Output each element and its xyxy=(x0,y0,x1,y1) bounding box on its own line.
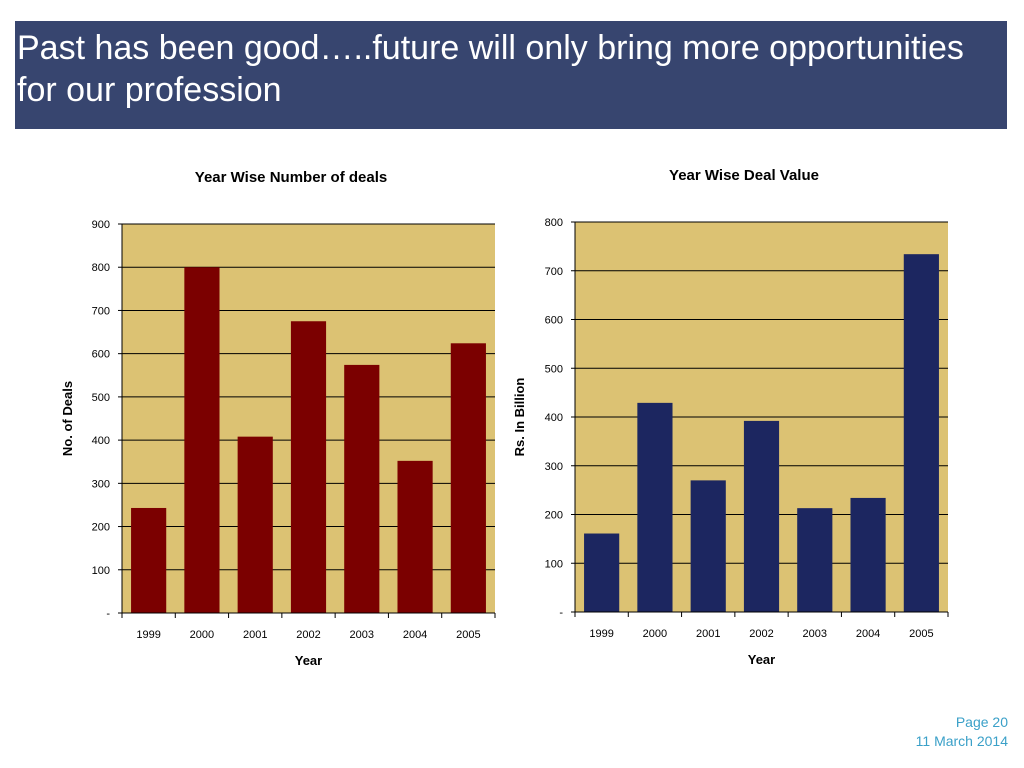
x-tick-label: 2003 xyxy=(803,628,827,640)
bar-2003 xyxy=(344,364,380,613)
bar-2002 xyxy=(290,321,327,613)
x-tick-label: 1999 xyxy=(589,628,613,640)
footer-date: 11 March 2014 xyxy=(915,733,1008,749)
x-tick-label: 2000 xyxy=(190,629,214,641)
slide-title: Past has been good…..future will only br… xyxy=(17,29,964,109)
bar-2003 xyxy=(797,508,833,612)
bar-2002 xyxy=(743,420,780,612)
y-tick-label: 400 xyxy=(545,412,563,424)
x-tick-label: 2001 xyxy=(696,628,720,640)
y-tick-label: 500 xyxy=(545,363,563,375)
y-axis-title: No. of Deals xyxy=(60,381,75,456)
title-bar: Past has been good…..future will only br… xyxy=(15,21,1007,129)
x-axis-title: Year xyxy=(295,653,322,668)
y-tick-label: 700 xyxy=(545,266,563,278)
chart-title: Year Wise Deal Value xyxy=(669,167,819,184)
x-axis-title: Year xyxy=(748,652,775,667)
y-axis-title: Rs. In Billion xyxy=(512,378,527,457)
y-tick-label: - xyxy=(106,608,110,620)
y-tick-label: 300 xyxy=(92,478,110,490)
y-tick-label: 100 xyxy=(545,558,563,570)
bar-2004 xyxy=(397,460,433,613)
bar-2004 xyxy=(850,497,886,612)
x-tick-label: 2002 xyxy=(296,629,320,641)
y-tick-label: 600 xyxy=(545,315,563,327)
bar-2001 xyxy=(690,480,726,612)
y-tick-label: 800 xyxy=(92,262,110,274)
y-tick-label: - xyxy=(559,607,563,619)
x-tick-label: 2005 xyxy=(909,628,933,640)
chart-title: Year Wise Number of deals xyxy=(195,169,387,186)
y-tick-label: 500 xyxy=(92,392,110,404)
y-tick-label: 300 xyxy=(545,461,563,473)
bar-2000 xyxy=(637,402,673,612)
footer: Page 20 11 March 2014 xyxy=(916,713,1008,751)
bar-1999 xyxy=(584,533,620,612)
y-tick-label: 200 xyxy=(92,522,110,534)
x-tick-label: 2001 xyxy=(243,629,267,641)
x-tick-label: 2003 xyxy=(350,629,374,641)
x-tick-label: 2000 xyxy=(643,628,667,640)
y-tick-label: 600 xyxy=(92,349,110,361)
x-tick-label: 1999 xyxy=(136,629,160,641)
x-tick-label: 2002 xyxy=(749,628,773,640)
x-tick-label: 2004 xyxy=(403,629,427,641)
bar-2001 xyxy=(237,436,273,613)
y-tick-label: 700 xyxy=(92,305,110,317)
bar-1999 xyxy=(131,507,167,613)
x-tick-label: 2004 xyxy=(856,628,880,640)
y-tick-label: 900 xyxy=(92,219,110,231)
bar-2005 xyxy=(903,254,939,613)
bar-2005 xyxy=(450,343,486,613)
y-tick-label: 100 xyxy=(92,565,110,577)
bar-2000 xyxy=(184,267,220,613)
y-tick-label: 200 xyxy=(545,510,563,522)
y-tick-label: 400 xyxy=(92,435,110,447)
x-tick-label: 2005 xyxy=(456,629,480,641)
y-tick-label: 800 xyxy=(545,217,563,229)
page-number: Page 20 xyxy=(955,714,1008,730)
